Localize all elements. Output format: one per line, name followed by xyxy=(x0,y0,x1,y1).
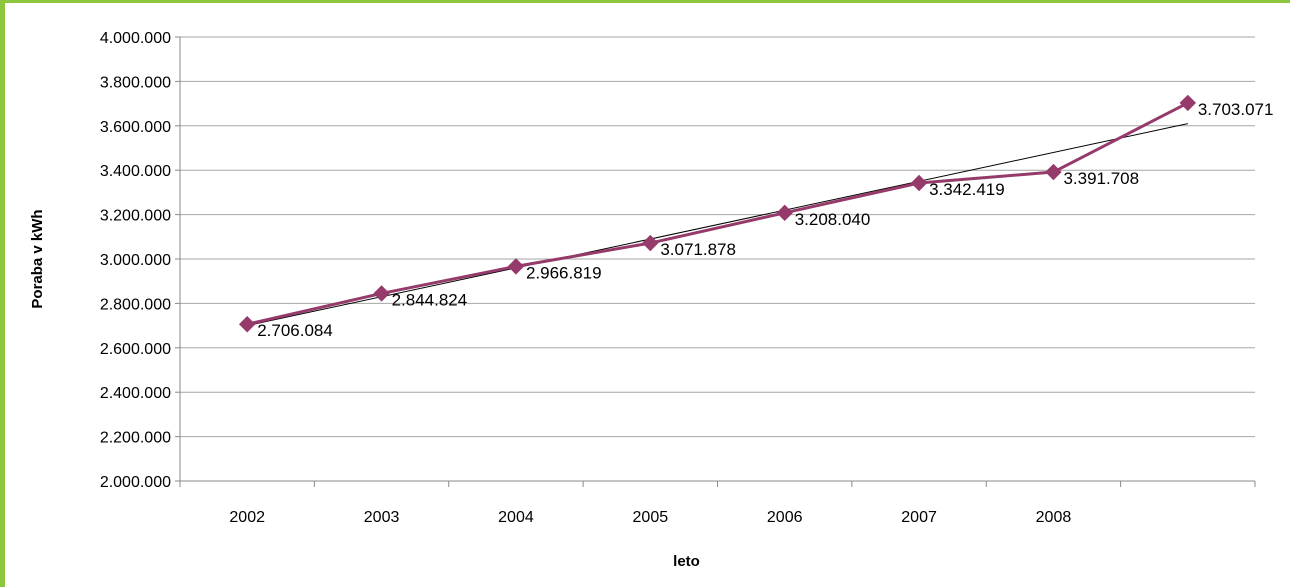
y-tick-label: 2.600.000 xyxy=(100,341,171,358)
data-label: 3.703.071 xyxy=(1198,100,1274,119)
x-tick-label: 2004 xyxy=(498,509,534,526)
x-axis-title: leto xyxy=(673,553,700,570)
data-point-marker xyxy=(507,258,525,275)
data-label: 2.706.084 xyxy=(257,321,333,340)
y-tick-label: 3.200.000 xyxy=(100,208,171,225)
trendline xyxy=(247,123,1188,327)
y-tick-label: 3.000.000 xyxy=(100,252,171,269)
y-tick-label: 4.000.000 xyxy=(100,30,171,47)
y-tick-label: 3.600.000 xyxy=(100,119,171,136)
data-point-marker xyxy=(1045,163,1062,181)
y-tick-label: 2.000.000 xyxy=(100,474,171,491)
x-tick-label: 2007 xyxy=(901,509,937,526)
y-tick-label: 2.400.000 xyxy=(100,385,171,402)
data-point-marker xyxy=(642,234,659,252)
axes xyxy=(175,36,1256,487)
x-tick-label: 2008 xyxy=(1036,509,1072,526)
y-tick-label: 3.800.000 xyxy=(100,74,171,91)
data-point-marker xyxy=(910,174,928,192)
linear-trendline xyxy=(247,123,1188,327)
y-tick-label: 2.800.000 xyxy=(100,296,171,313)
data-point-marker xyxy=(1179,94,1197,112)
data-point-marker xyxy=(238,316,256,333)
data-point-marker xyxy=(776,204,793,222)
data-label: 3.391.708 xyxy=(1063,169,1139,188)
tick-labels: 2.000.000 2.200.000 2.400.000 2.600.000 2.80… xyxy=(100,30,1072,526)
data-labels: 2.706.084 2.844.824 2.966.819 3.071.878 3.20… xyxy=(257,100,1273,340)
data-label: 3.342.419 xyxy=(929,180,1005,199)
data-label: 3.071.878 xyxy=(660,240,736,259)
data-label: 2.966.819 xyxy=(526,263,602,282)
gridlines xyxy=(180,36,1255,438)
data-label: 3.208.040 xyxy=(795,210,871,229)
series-line xyxy=(246,101,1189,326)
data-point-marker xyxy=(373,285,390,302)
x-tick-label: 2003 xyxy=(364,509,400,526)
x-tick-label: 2006 xyxy=(767,509,803,526)
y-tick-label: 2.200.000 xyxy=(100,430,171,447)
series xyxy=(238,94,1197,333)
y-axis-title: Poraba v kWh xyxy=(29,209,46,308)
y-tick-label: 3.400.000 xyxy=(100,163,171,180)
x-tick-label: 2002 xyxy=(229,509,265,526)
x-tick-label: 2005 xyxy=(633,509,669,526)
data-label: 2.844.824 xyxy=(392,290,468,309)
